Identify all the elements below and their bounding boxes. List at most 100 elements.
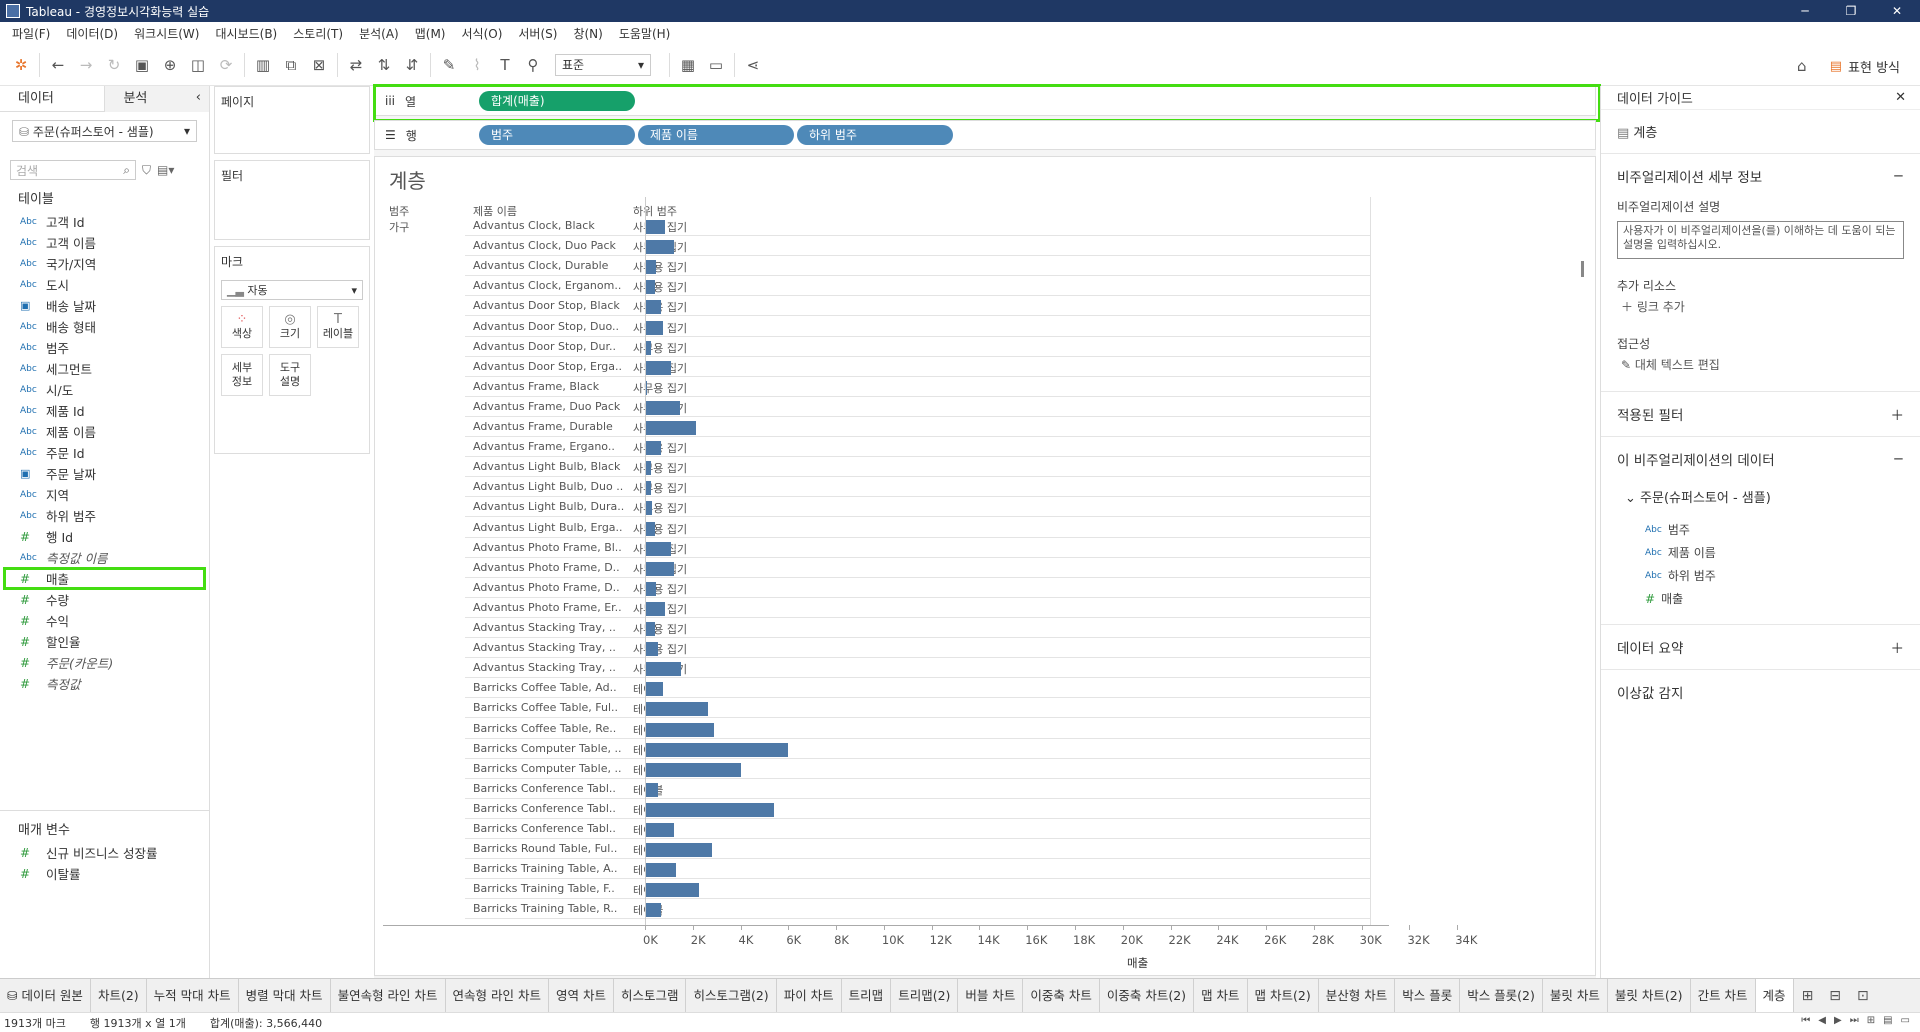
product-name-label[interactable]: Advantus Stacking Tray, .. (473, 661, 616, 675)
detail-button[interactable]: 세부 정보 (221, 354, 263, 396)
fit-select[interactable]: 표준 ▾ (555, 53, 651, 76)
tabs-view-icon[interactable]: ▭ (1900, 1015, 1910, 1026)
sheet-tab[interactable]: 이중축 차트 (1023, 979, 1100, 1012)
product-name-label[interactable]: Advantus Light Bulb, Dura.. (473, 500, 625, 514)
new-story-tab-icon[interactable]: ⊡ (1857, 987, 1869, 1004)
new-dashboard-tab-icon[interactable]: ⊟ (1829, 987, 1842, 1004)
field-item[interactable]: Abc 시/도 (0, 379, 209, 400)
field-item[interactable]: Abc 하위 범주 (0, 505, 209, 526)
field-item[interactable]: Abc 측정값 이름 (0, 547, 209, 568)
search-input[interactable]: 검색 ⌕ (10, 160, 136, 180)
sheet-tab[interactable]: 차트(2) (91, 979, 147, 1012)
field-item[interactable]: # 신규 비즈니스 성장률 (0, 842, 209, 863)
subcategory-label[interactable]: 사무용 집기 (633, 502, 688, 516)
product-name-label[interactable]: Barricks Training Table, F.. (473, 882, 615, 896)
pause-updates-icon[interactable]: ◫ (190, 55, 206, 74)
product-name-label[interactable]: Barricks Training Table, A.. (473, 862, 618, 876)
fix-axes-icon[interactable]: ⚲ (527, 55, 539, 74)
menu-file[interactable]: 파일(F) (12, 26, 51, 41)
sheet-tab[interactable]: 히스토그램 (614, 979, 687, 1012)
label-button[interactable]: T 레이블 (317, 306, 359, 348)
product-name-label[interactable]: Advantus Clock, Duo Pack (473, 239, 616, 253)
close-icon[interactable]: ✕ (1895, 90, 1906, 105)
field-item[interactable]: Abc 도시 (0, 274, 209, 295)
bar[interactable] (645, 421, 697, 435)
sheet-tab[interactable]: 누적 막대 차트 (147, 979, 239, 1012)
field-item[interactable]: Abc 범주 (0, 337, 209, 358)
bar[interactable] (645, 360, 672, 375)
filters-shelf[interactable]: 필터 (214, 160, 370, 240)
field-item[interactable]: # 행 Id (0, 526, 209, 547)
sheet-tab[interactable]: 불릿 차트(2) (1608, 979, 1691, 1012)
bar[interactable] (645, 802, 774, 817)
product-name-label[interactable]: Advantus Clock, Erganom.. (473, 279, 622, 293)
product-name-label[interactable]: Advantus Photo Frame, Bl.. (473, 540, 622, 554)
duplicate-sheet-icon[interactable]: ⧉ (285, 55, 297, 74)
refresh-icon[interactable]: ⟳ (219, 55, 233, 74)
product-name-label[interactable]: Advantus Door Stop, Black (473, 299, 620, 313)
bar[interactable] (645, 662, 681, 677)
columns-pill-sum-sales[interactable]: 합계(매출) (479, 91, 635, 111)
sheet-tab[interactable]: 트리맵(2) (891, 979, 959, 1012)
sort-descending-icon[interactable]: ⇵ (405, 55, 419, 74)
product-name-label[interactable]: Advantus Frame, Ergano.. (473, 440, 615, 454)
undo-icon[interactable]: ← (51, 55, 65, 74)
field-item[interactable]: Abc 국가/지역 (0, 253, 209, 274)
tab-data[interactable]: 데이터 (18, 90, 54, 106)
bar[interactable] (645, 481, 651, 496)
menu-dashboard[interactable]: 대시보드(B) (215, 26, 278, 41)
bar[interactable] (645, 260, 656, 275)
bar[interactable] (645, 581, 656, 596)
sheet-tab[interactable]: 병렬 막대 차트 (239, 979, 331, 1012)
header-subcategory[interactable]: 하위 범주 (633, 205, 677, 218)
product-name-label[interactable]: Advantus Photo Frame, D.. (473, 560, 620, 574)
new-datasource-icon[interactable]: ⊕ (163, 55, 177, 74)
sheet-tab[interactable]: 트리맵 (842, 979, 892, 1012)
field-item[interactable]: # 주문(카운트) (0, 652, 209, 673)
pages-shelf[interactable]: 페이지 (214, 86, 370, 154)
bar[interactable] (645, 702, 709, 717)
menu-window[interactable]: 창(N) (573, 26, 603, 41)
sheet-sorter-icon[interactable]: ⊞ (1866, 1015, 1876, 1026)
field-item[interactable]: Abc 세그먼트 (0, 358, 209, 379)
product-name-label[interactable]: Barricks Conference Tabl.. (473, 781, 616, 795)
tab-analysis[interactable]: 분석 (104, 85, 209, 112)
product-name-label[interactable]: Advantus Photo Frame, D.. (473, 580, 620, 594)
subcategory-label[interactable]: 사무용 집기 (633, 381, 688, 395)
product-name-label[interactable]: Advantus Light Bulb, Erga.. (473, 520, 623, 534)
columns-shelf[interactable]: iii 열 합계(매출) (373, 84, 1601, 122)
product-name-label[interactable]: Advantus Light Bulb, Duo .. (473, 480, 624, 494)
labels-icon[interactable]: T (500, 55, 510, 74)
replay-icon[interactable]: ↻ (107, 55, 121, 74)
rows-pill-product-name[interactable]: 제품 이름 (638, 125, 794, 145)
sheet-tab[interactable]: 불릿 차트 (1543, 979, 1608, 1012)
bar[interactable] (645, 722, 715, 737)
field-item[interactable]: # 수량 (0, 589, 209, 610)
viz-details-section[interactable]: 비주얼리제이션 세부 정보 − (1601, 154, 1920, 198)
bar[interactable] (645, 762, 741, 777)
menu-map[interactable]: 맵(M) (414, 26, 446, 41)
field-item[interactable]: Abc 지역 (0, 484, 209, 505)
product-name-label[interactable]: Advantus Light Bulb, Black (473, 460, 621, 474)
product-name-label[interactable]: Barricks Round Table, Ful.. (473, 842, 618, 856)
data-summary-section[interactable]: 데이터 요약 ＋ (1601, 625, 1920, 670)
bar[interactable] (645, 622, 655, 636)
product-name-label[interactable]: Barricks Conference Tabl.. (473, 801, 616, 815)
filter-icon[interactable]: ⛉ (142, 162, 152, 177)
product-name-label[interactable]: Barricks Training Table, R.. (473, 902, 618, 916)
bar[interactable] (645, 782, 659, 797)
header-product-name[interactable]: 제품 이름 (473, 205, 517, 218)
tab-datasource[interactable]: ⛁ 데이터 원본 (0, 979, 91, 1012)
bar[interactable] (645, 461, 651, 476)
bar[interactable] (645, 340, 651, 355)
product-name-label[interactable]: Advantus Frame, Durable (473, 420, 613, 433)
collapse-pane-icon[interactable]: ‹ (195, 90, 201, 105)
menu-data[interactable]: 데이터(D) (66, 26, 119, 41)
product-name-label[interactable]: Barricks Coffee Table, Ful.. (473, 701, 619, 715)
subcategory-label[interactable]: 사무용 집기 (633, 462, 688, 476)
product-name-label[interactable]: Advantus Door Stop, Duo.. (473, 319, 619, 333)
product-name-label[interactable]: Advantus Door Stop, Dur.. (473, 339, 616, 353)
product-name-label[interactable]: Barricks Coffee Table, Ad.. (473, 681, 617, 695)
close-button[interactable]: ✕ (1891, 4, 1903, 18)
product-name-label[interactable]: Barricks Computer Table, .. (473, 761, 622, 775)
